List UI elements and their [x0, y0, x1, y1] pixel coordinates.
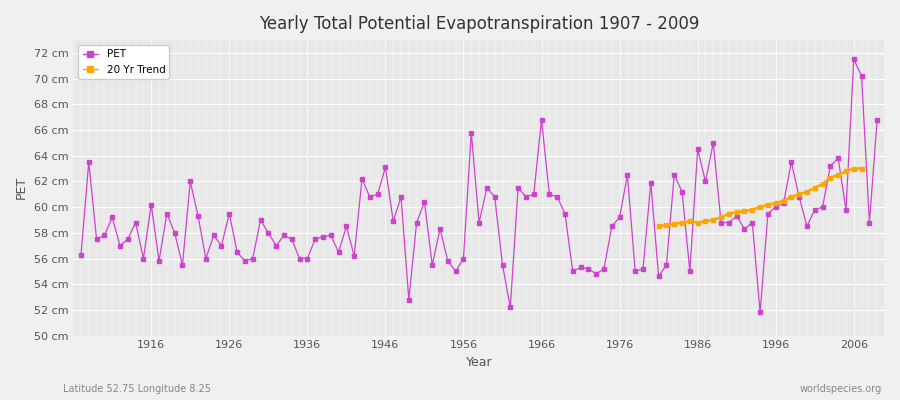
Title: Yearly Total Potential Evapotranspiration 1907 - 2009: Yearly Total Potential Evapotranspiratio…	[259, 15, 699, 33]
Text: Latitude 52.75 Longitude 8.25: Latitude 52.75 Longitude 8.25	[63, 384, 211, 394]
Legend: PET, 20 Yr Trend: PET, 20 Yr Trend	[78, 45, 169, 79]
X-axis label: Year: Year	[466, 356, 492, 369]
Y-axis label: PET: PET	[15, 176, 28, 200]
Text: worldspecies.org: worldspecies.org	[800, 384, 882, 394]
